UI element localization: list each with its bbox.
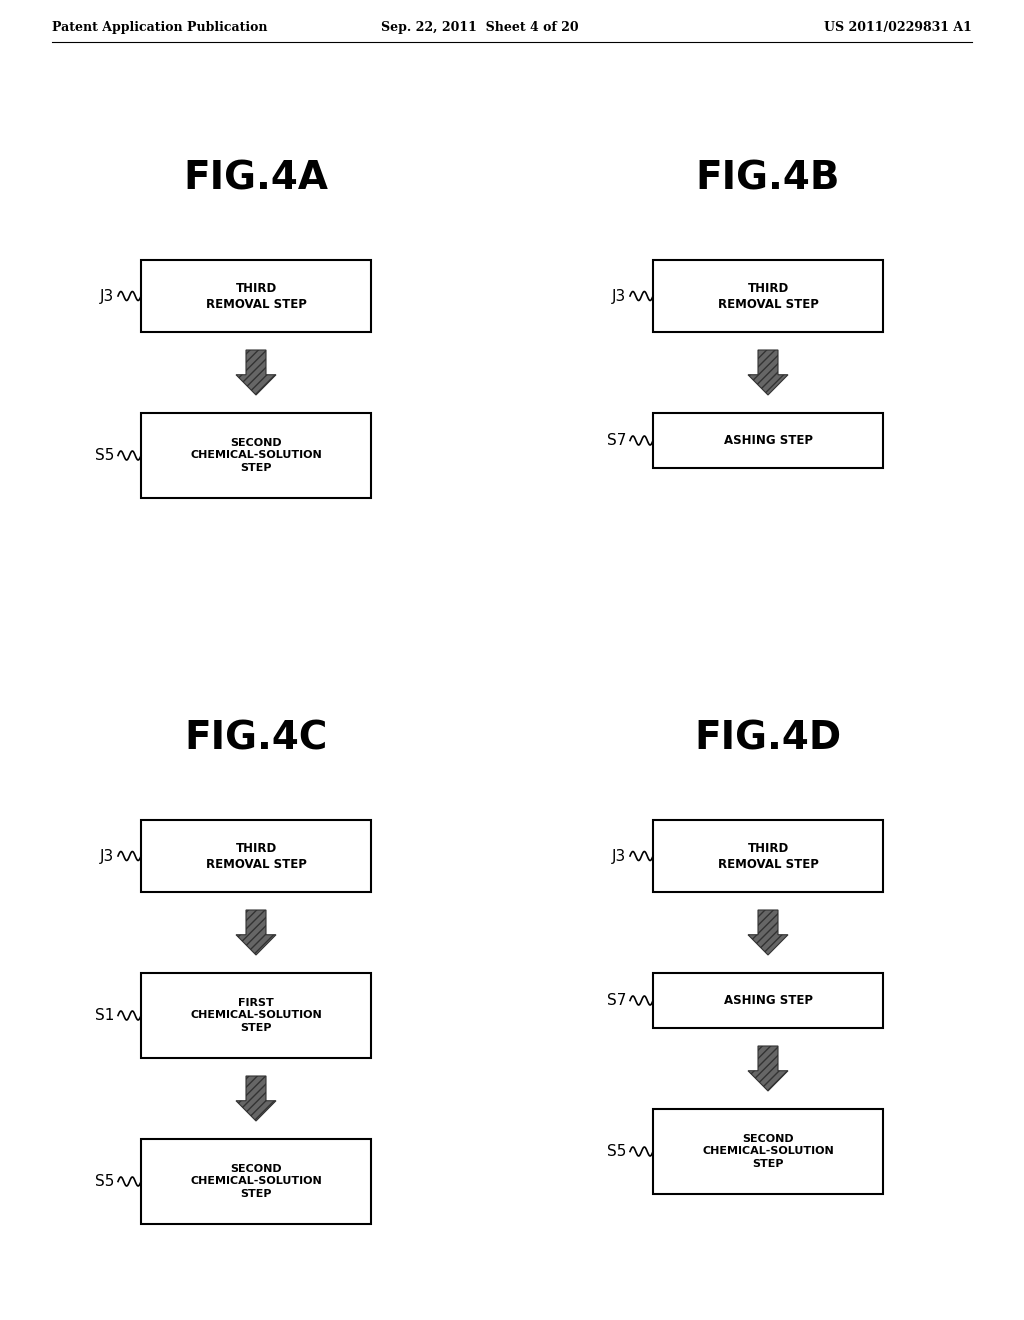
Text: SECOND
CHEMICAL-SOLUTION
STEP: SECOND CHEMICAL-SOLUTION STEP <box>190 1164 322 1199</box>
Polygon shape <box>236 1076 276 1121</box>
Text: S5: S5 <box>94 447 114 463</box>
Text: US 2011/0229831 A1: US 2011/0229831 A1 <box>824 21 972 33</box>
Text: J3: J3 <box>99 849 114 863</box>
Text: S5: S5 <box>606 1144 626 1159</box>
Text: THIRD
REMOVAL STEP: THIRD REMOVAL STEP <box>718 281 818 310</box>
Text: FIG.4D: FIG.4D <box>694 719 842 758</box>
Bar <box>653 973 883 1028</box>
Text: ASHING STEP: ASHING STEP <box>724 994 812 1007</box>
Text: S1: S1 <box>94 1008 114 1023</box>
Text: S7: S7 <box>606 993 626 1008</box>
Bar <box>653 1109 883 1195</box>
Text: SECOND
CHEMICAL-SOLUTION
STEP: SECOND CHEMICAL-SOLUTION STEP <box>702 1134 834 1170</box>
Bar <box>141 820 371 892</box>
Text: THIRD
REMOVAL STEP: THIRD REMOVAL STEP <box>206 842 306 870</box>
Text: ASHING STEP: ASHING STEP <box>724 434 812 447</box>
Text: Sep. 22, 2011  Sheet 4 of 20: Sep. 22, 2011 Sheet 4 of 20 <box>381 21 579 33</box>
Text: J3: J3 <box>611 289 626 304</box>
Text: S5: S5 <box>94 1173 114 1189</box>
Text: THIRD
REMOVAL STEP: THIRD REMOVAL STEP <box>718 842 818 870</box>
Bar <box>141 413 371 498</box>
Polygon shape <box>236 909 276 954</box>
Text: FIRST
CHEMICAL-SOLUTION
STEP: FIRST CHEMICAL-SOLUTION STEP <box>190 998 322 1032</box>
Polygon shape <box>748 909 788 954</box>
Bar <box>653 820 883 892</box>
Text: J3: J3 <box>611 849 626 863</box>
Text: FIG.4B: FIG.4B <box>695 160 841 198</box>
Bar <box>653 260 883 333</box>
Text: J3: J3 <box>99 289 114 304</box>
Polygon shape <box>236 350 276 395</box>
Text: THIRD
REMOVAL STEP: THIRD REMOVAL STEP <box>206 281 306 310</box>
Bar <box>653 413 883 469</box>
Polygon shape <box>748 1045 788 1092</box>
Bar <box>141 973 371 1059</box>
Polygon shape <box>748 350 788 395</box>
Text: SECOND
CHEMICAL-SOLUTION
STEP: SECOND CHEMICAL-SOLUTION STEP <box>190 438 322 473</box>
Text: Patent Application Publication: Patent Application Publication <box>52 21 267 33</box>
Bar <box>141 1139 371 1224</box>
Bar <box>141 260 371 333</box>
Text: S7: S7 <box>606 433 626 447</box>
Text: FIG.4C: FIG.4C <box>184 719 328 758</box>
Text: FIG.4A: FIG.4A <box>183 160 329 198</box>
